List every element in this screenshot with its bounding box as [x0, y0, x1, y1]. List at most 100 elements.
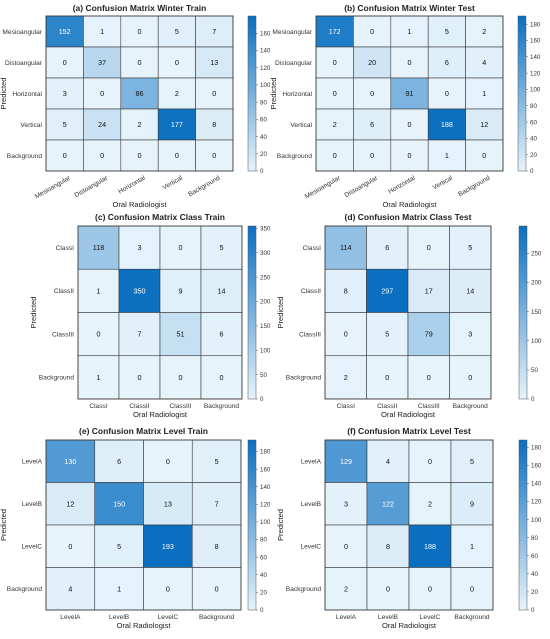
cell-value-label: 12 — [480, 120, 488, 129]
cell-value-label: 188 — [424, 542, 436, 551]
cell-value-label: 1 — [117, 584, 121, 593]
matrix-cell — [191, 524, 242, 568]
y-axis-label: Predicted — [276, 509, 285, 541]
matrix-cell — [315, 139, 354, 172]
colorbar-tick-label: 140 — [260, 484, 271, 491]
y-tick-label: ClassIII — [52, 331, 74, 338]
cell-value-label: 1 — [482, 89, 486, 98]
colorbar-tick-label: 120 — [530, 70, 541, 77]
matrix-cell — [191, 439, 242, 483]
y-tick-label: LevelB — [301, 501, 322, 508]
y-axis-label: Predicted — [0, 77, 8, 109]
matrix-cell — [94, 524, 144, 568]
cell-value-label: 2 — [333, 120, 337, 129]
cell-value-label: 51 — [177, 330, 185, 339]
colorbar-tick-label: 0 — [531, 396, 535, 403]
colorbar-tick-label: 0 — [260, 607, 264, 614]
y-tick-label: Mesioangular — [272, 29, 312, 36]
colorbar-tick-label: 80 — [260, 537, 267, 544]
colorbar-tick-label: 120 — [260, 502, 271, 509]
cell-value-label: 2 — [344, 373, 348, 382]
cell-value-label: 129 — [340, 457, 352, 466]
x-tick-label: Background — [204, 403, 240, 410]
x-tick-label: Mesioangular — [34, 174, 72, 200]
matrix-border — [324, 439, 494, 611]
cell-value-label: 2 — [175, 89, 179, 98]
cell-value-label: 1 — [97, 373, 101, 382]
y-tick-label: ClassI — [56, 245, 74, 252]
x-tick-label: Background — [453, 403, 489, 410]
cell-value-label: 0 — [179, 243, 183, 252]
matrix-cell — [191, 482, 242, 526]
matrix-cell — [200, 312, 243, 357]
cell-value-label: 5 — [445, 27, 449, 36]
cell-value-label: 177 — [171, 120, 183, 129]
cell-value-label: 0 — [370, 27, 374, 36]
cell-value-label: 13 — [210, 58, 218, 67]
cell-value-label: 6 — [445, 58, 449, 67]
cell-value-label: 6 — [385, 243, 389, 252]
cell-value-label: 9 — [470, 499, 474, 508]
matrix-cell — [427, 108, 466, 141]
matrix-cell — [408, 567, 452, 611]
x-tick-label: Mesioangular — [304, 174, 342, 200]
matrix-cell — [157, 108, 196, 141]
matrix-cell — [407, 312, 450, 357]
y-tick-label: Horizontal — [282, 91, 312, 98]
colorbar-tick-label: 60 — [260, 554, 267, 561]
cell-value-label: 91 — [406, 89, 414, 98]
x-tick-label: Distoangular — [74, 174, 110, 199]
cell-value-label: 0 — [333, 89, 337, 98]
cell-value-label: 0 — [138, 373, 142, 382]
cell-value-label: 0 — [482, 151, 486, 160]
matrix-cell — [45, 482, 96, 526]
cell-value-label: 188 — [441, 120, 453, 129]
x-tick-label: Horizontal — [117, 174, 147, 195]
matrix-cell — [324, 225, 367, 270]
matrix-cell — [94, 567, 144, 611]
matrix-cell — [77, 355, 120, 400]
cell-value-label: 0 — [138, 151, 142, 160]
matrix-cell — [427, 46, 466, 79]
cell-value-label: 0 — [370, 89, 374, 98]
y-tick-label: ClassII — [54, 288, 74, 295]
matrix-cell — [143, 482, 193, 526]
x-tick-label: LevelA — [336, 614, 357, 621]
cell-value-label: 5 — [215, 457, 219, 466]
x-tick-label: ClassII — [377, 403, 397, 410]
matrix-cell — [195, 108, 234, 141]
cell-value-label: 0 — [428, 584, 432, 593]
y-tick-label: Mesioangular — [2, 29, 42, 36]
cell-value-label: 5 — [468, 243, 472, 252]
matrix-cell — [450, 439, 494, 483]
y-tick-label: LevelA — [22, 459, 43, 466]
cell-value-label: 7 — [215, 499, 219, 508]
colorbar — [247, 15, 257, 172]
cell-value-label: 0 — [166, 457, 170, 466]
cell-value-label: 0 — [408, 58, 412, 67]
matrix-cell — [120, 108, 159, 141]
matrix-cell — [449, 225, 492, 270]
matrix-cell — [450, 567, 494, 611]
cell-value-label: 0 — [333, 151, 337, 160]
x-axis-label: Oral Radiologist — [382, 621, 437, 630]
cell-value-label: 0 — [179, 373, 183, 382]
cell-value-label: 0 — [212, 151, 216, 160]
cell-value-label: 8 — [386, 542, 390, 551]
colorbar-tick-label: 160 — [530, 38, 541, 45]
cell-value-label: 37 — [98, 58, 106, 67]
cell-value-label: 0 — [166, 584, 170, 593]
cell-value-label: 20 — [368, 58, 376, 67]
colorbar-tick-label: 0 — [260, 396, 264, 403]
x-tick-label: Vertical — [162, 174, 185, 191]
matrix-cell — [427, 77, 466, 110]
colorbar — [247, 439, 257, 611]
confusion-matrix-panel-1: (a) Confusion Matrix Winter Train 152 1 0 5 7… — [0, 3, 271, 209]
cell-value-label: 0 — [220, 373, 224, 382]
y-tick-label: Vertical — [290, 122, 312, 129]
x-tick-label: LevelA — [60, 614, 81, 621]
matrix-cell — [449, 312, 492, 357]
cell-value-label: 0 — [445, 89, 449, 98]
colorbar-tick-label: 20 — [530, 152, 537, 159]
y-tick-label: Background — [7, 153, 43, 160]
